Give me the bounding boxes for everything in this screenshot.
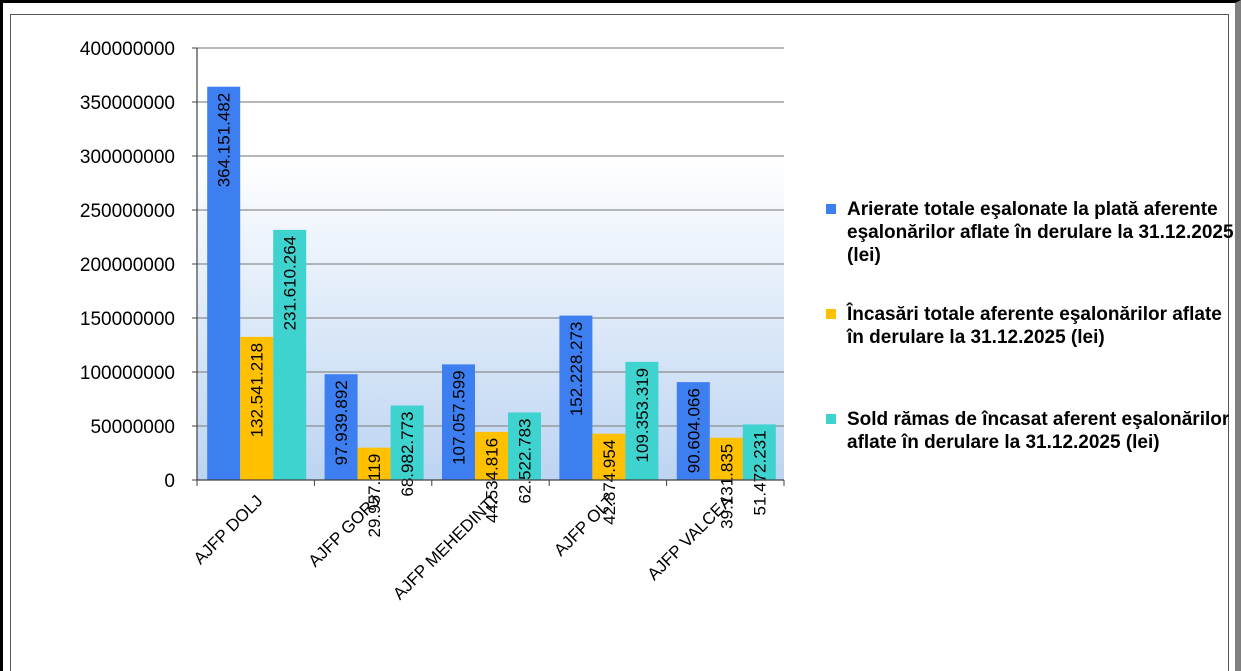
legend-label-incasari: Încasări totale aferente eşalonărilor af… [847, 304, 1222, 348]
bar-value-label: 97.939.892 [332, 380, 351, 465]
y-tick-label: 250000000 [80, 201, 175, 222]
y-tick-label: 400000000 [80, 39, 175, 60]
y-tick-label: 100000000 [80, 363, 175, 384]
bar [357, 447, 391, 480]
bar-value-label: 29.957.119 [365, 454, 384, 538]
bar [442, 364, 475, 480]
bar-value-label: 132.541.218 [248, 343, 267, 438]
bar [324, 374, 358, 480]
bar-value-label: 51.472.231 [750, 430, 769, 515]
bar [592, 433, 626, 480]
axes [196, 48, 784, 481]
value-labels: 364.151.482 132.541.218 231.610.264 97.939.… [215, 93, 770, 538]
legend-item-arierate: Arierate totale eşalonate la plată afere… [826, 198, 1236, 267]
legend-label-arierate: Arierate totale eşalonate la plată afere… [847, 199, 1234, 266]
bar-value-label: 107.057.599 [450, 370, 469, 465]
legend-item-incasari: Încasări totale aferente eşalonărilor af… [826, 303, 1236, 349]
bar-value-label: 68.982.773 [398, 411, 417, 496]
bar-value-label: 109.353.319 [633, 368, 652, 463]
y-tick-label: 300000000 [80, 147, 175, 168]
bar [559, 315, 593, 480]
bar-value-label: 152.228.273 [567, 322, 586, 417]
bar-value-label: 90.604.066 [684, 388, 703, 473]
bar-value-label: 231.610.264 [281, 236, 300, 331]
bar [390, 405, 424, 480]
bar [709, 437, 743, 480]
x-axis-ticks: AJFP DOLJ AJFP GORJ AJFP MEHEDINTI AJFP OLT… [190, 480, 785, 603]
y-tick-label: 50000000 [90, 417, 175, 438]
legend-swatch-sold [826, 414, 836, 424]
bar [475, 431, 508, 480]
bar [240, 336, 274, 480]
bar [676, 382, 710, 480]
legend-swatch-incasari [826, 309, 836, 319]
bar [273, 229, 307, 480]
x-tick-label: AJFP VALCEA [644, 491, 737, 584]
y-tick-label: 0 [164, 471, 175, 492]
legend-item-sold: Sold rămas de încasat aferent eşalonăril… [826, 408, 1236, 454]
legend-swatch-arierate [826, 204, 836, 214]
bar-value-label: 62.522.783 [516, 418, 535, 503]
bar [508, 412, 541, 480]
bar-value-label: 39.131.835 [717, 444, 736, 529]
y-tick-label: 350000000 [80, 93, 175, 114]
bar-value-label: 364.151.482 [215, 93, 234, 188]
bar-value-label: 42.874.954 [600, 440, 619, 525]
y-tick-label: 150000000 [80, 309, 175, 330]
bar [207, 86, 241, 480]
chart-area-frame [10, 14, 1229, 671]
y-axis-ticks: 0 50000000 100000000 150000000 200000000 2500… [80, 39, 197, 492]
bars [207, 86, 776, 480]
x-tick-label: AJFP DOLJ [190, 491, 267, 568]
legend-label-sold: Sold rămas de încasat aferent eşalonăril… [847, 409, 1230, 453]
y-tick-label: 200000000 [80, 255, 175, 276]
bar [625, 361, 659, 480]
x-tick-label: AJFP MEHEDINTI [389, 491, 501, 603]
bar [742, 424, 776, 480]
